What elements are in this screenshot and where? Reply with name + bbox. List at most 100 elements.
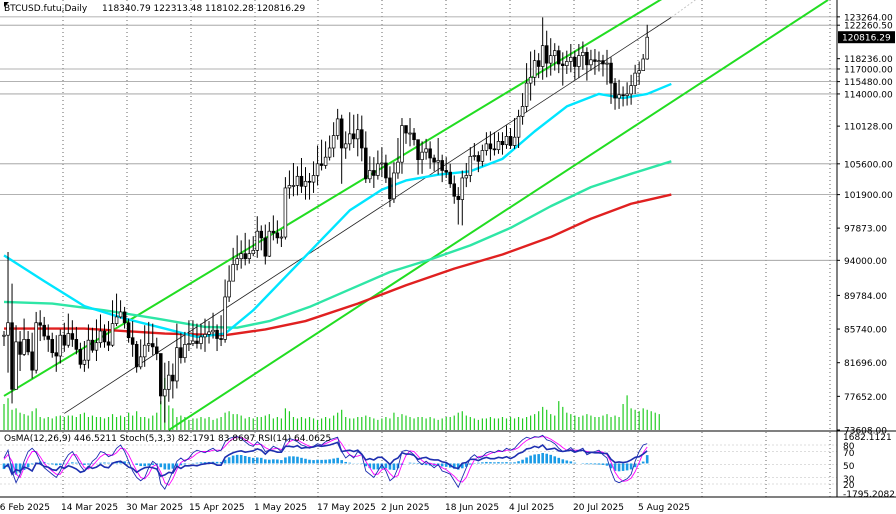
date-label: 15 Apr 2025 [189, 503, 245, 513]
candle-body [319, 163, 324, 166]
candle-body [167, 374, 171, 390]
candle-body [400, 125, 404, 163]
oscillator-axis-label: 20 [843, 481, 855, 491]
candle-body [488, 143, 493, 150]
oscillator-axis-label: 50 [843, 462, 855, 472]
candle-body [311, 175, 316, 183]
candle-body [412, 132, 416, 141]
candle-body [283, 187, 288, 238]
candle-body [476, 155, 481, 162]
ma-fast-line [3, 82, 672, 339]
date-label: 14 Mar 2025 [61, 503, 118, 513]
candle-body [295, 175, 300, 186]
candle-body [432, 157, 436, 163]
candle-body [396, 161, 400, 174]
channel-mid-extension [671, 0, 696, 18]
oscillator-axis-label: 80 [843, 442, 855, 452]
candle-body [118, 311, 123, 318]
candle-body [472, 155, 477, 157]
chart-title: BTCUSD.futu,Daily [4, 4, 88, 14]
candle-body [496, 141, 501, 151]
candle-body [50, 339, 54, 354]
candle-body [641, 58, 645, 71]
candle-body [54, 352, 59, 357]
candle-body [384, 162, 388, 179]
candle-body [179, 347, 183, 359]
candle-body [621, 94, 625, 97]
candle-body [500, 141, 505, 146]
candle-body [110, 323, 115, 346]
date-label: 2 Jun 2025 [381, 503, 429, 513]
candle-body [637, 70, 641, 74]
oscillator-panel [0, 430, 896, 491]
oscillator-axis-label: -1795.2082 [843, 490, 895, 500]
candle-body [6, 322, 10, 336]
candle-body [46, 335, 50, 340]
candle-body [315, 163, 320, 176]
oscillator-axis-label: 30 [843, 475, 855, 485]
candle-body [142, 344, 147, 358]
candle-body [613, 82, 617, 99]
price-label: 89784.00 [844, 292, 887, 302]
candle-body [279, 236, 284, 239]
candle-body [424, 148, 428, 153]
candle-body [22, 339, 26, 355]
date-label: 1 May 2025 [254, 503, 307, 513]
date-label: 5 Aug 2025 [638, 503, 690, 513]
candle-body [195, 340, 199, 344]
candle-body [163, 388, 167, 397]
candle-body [2, 334, 6, 337]
candle-body [565, 61, 569, 66]
collapse-triangle-icon [4, 2, 9, 7]
candle-body [74, 339, 79, 350]
candle-body [392, 172, 396, 200]
ma-mid-line [3, 160, 672, 329]
candle-body [134, 344, 139, 368]
candle-body [82, 359, 87, 365]
candle-body [609, 62, 613, 84]
candle-body [380, 162, 384, 165]
candle-body [271, 230, 276, 234]
candle-body [520, 106, 525, 117]
candle-body [343, 143, 348, 149]
candle-body [171, 374, 175, 382]
candle-body [347, 133, 352, 145]
date-label: 20 Jul 2025 [573, 503, 624, 513]
candle-body [460, 177, 465, 200]
candle-body [18, 341, 22, 355]
candle-body [146, 343, 151, 346]
channel-mid-line [64, 17, 672, 414]
candle-body [34, 322, 38, 371]
candle-body [175, 347, 179, 382]
price-label: 117000.00 [844, 65, 893, 75]
candles [2, 17, 649, 423]
indicator-label: OsMA(12,26,9) 446.5211 Stoch(5,3,3) 82.1… [4, 434, 331, 444]
candle-body [532, 60, 537, 78]
candle-body [219, 338, 223, 340]
candle-body [625, 93, 629, 96]
candle-body [98, 330, 103, 344]
candle-body [360, 129, 364, 149]
candle-body [508, 136, 513, 146]
stoch-main-line [3, 434, 648, 491]
candle-body [581, 51, 585, 57]
candle-body [372, 170, 376, 176]
candle-body [408, 132, 412, 135]
oscillator-axis-label: 1682.1121 [843, 433, 892, 443]
candle-body [247, 253, 251, 260]
ohlc-readout: 118340.79 122313.48 118102.28 120816.29 [102, 4, 306, 14]
candle-body [577, 55, 581, 67]
candle-body [299, 175, 304, 187]
candle-body [235, 258, 239, 265]
candle-body [544, 45, 549, 64]
candle-body [291, 185, 296, 187]
candle-body [416, 139, 420, 161]
candle-body [420, 151, 424, 161]
candle-body [86, 339, 91, 361]
candle-body [223, 296, 227, 340]
candle-body [14, 341, 18, 390]
price-label: 105600.00 [844, 160, 893, 170]
candle-body [251, 249, 255, 255]
candle-body [30, 351, 34, 371]
